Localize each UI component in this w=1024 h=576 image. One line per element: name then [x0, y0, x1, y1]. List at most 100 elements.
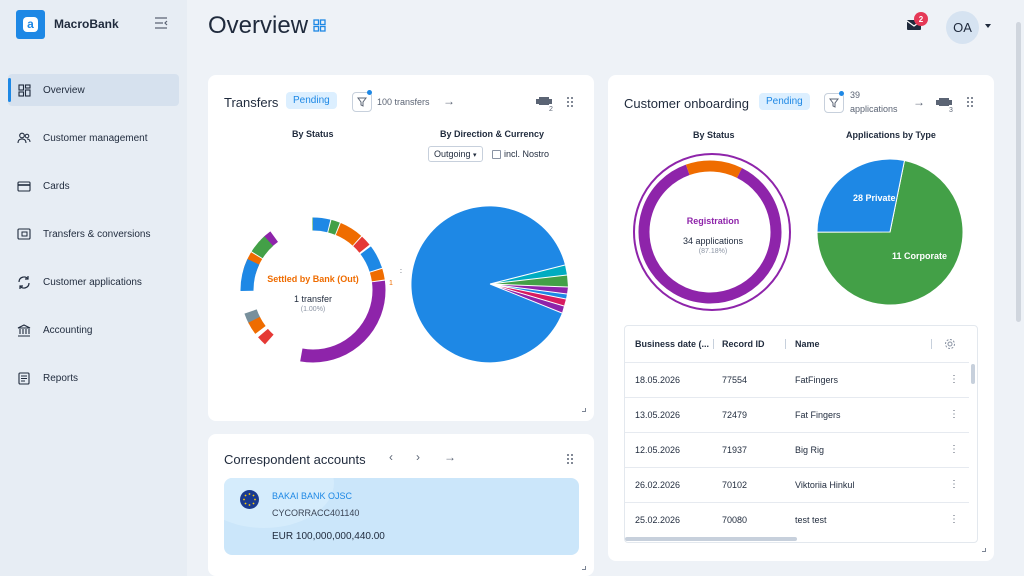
nostro-checkbox[interactable]	[492, 150, 501, 159]
column-header-business-date[interactable]: Business date (...	[635, 339, 710, 349]
cell-business-date: 18.05.2026	[635, 375, 681, 385]
page-title: Overview	[208, 12, 309, 39]
donut-side-label: 1	[389, 280, 393, 287]
donut-segment[interactable]	[630, 152, 790, 312]
by-direction-label: By Direction & Currency	[440, 129, 545, 139]
column-divider[interactable]	[785, 339, 786, 349]
sidebar-item-label: Overview	[43, 84, 85, 96]
customize-dashboard-icon[interactable]	[313, 19, 326, 32]
sidebar-item-reports[interactable]: Reports	[8, 362, 179, 394]
resize-handle[interactable]	[582, 408, 586, 412]
table-row[interactable]: 25.02.2026 70080 test test ⋮	[625, 502, 969, 537]
chevron-down-icon: ▾	[473, 152, 477, 159]
table-row[interactable]: 26.02.2026 70102 Viktoriia Hinkul ⋮	[625, 467, 969, 502]
table-row[interactable]: 13.05.2026 72479 Fat Fingers ⋮	[625, 397, 969, 432]
filter-icon	[829, 98, 839, 108]
donut-center-count: 34 applications	[682, 236, 744, 246]
bank-icon	[17, 323, 31, 337]
resize-handle[interactable]	[582, 566, 586, 570]
applications-table: Business date (... Record ID Name 18.05.…	[624, 325, 978, 543]
stack-count: 2	[549, 106, 553, 113]
card-icon	[17, 179, 31, 193]
sidebar-item-overview[interactable]: Overview	[8, 74, 179, 106]
logo-letter: a	[23, 17, 38, 32]
users-icon	[17, 131, 31, 145]
cell-name: Fat Fingers	[795, 410, 841, 420]
user-avatar[interactable]: OA	[946, 11, 979, 44]
sidebar-item-label: Cards	[43, 180, 70, 192]
donut-segment[interactable]	[240, 217, 386, 363]
sidebar-item-transfers[interactable]: Transfers & conversions	[8, 218, 179, 250]
pie-slice[interactable]	[411, 206, 565, 363]
onboarding-title: Customer onboarding	[624, 96, 750, 111]
column-divider[interactable]	[713, 339, 714, 349]
drag-handle-icon[interactable]	[567, 454, 573, 464]
column-divider	[931, 339, 932, 349]
chevron-left-icon[interactable]: ‹	[389, 450, 393, 464]
donut-center-pct: (87.18%)	[698, 248, 728, 255]
pie-slice-private[interactable]	[816, 159, 964, 306]
dashboard-icon	[17, 83, 31, 97]
direction-select[interactable]: Outgoing ▾	[428, 146, 483, 162]
cell-name: Viktoriia Hinkul	[795, 480, 855, 490]
row-menu-icon[interactable]: ⋮	[949, 444, 959, 455]
chevron-right-icon[interactable]: ›	[416, 450, 420, 464]
sidebar-item-label: Accounting	[43, 324, 93, 336]
account-number: CYCORRACC401140	[272, 508, 360, 518]
account-card[interactable]: BAKAI BANK OJSC CYCORRACC401140 EUR 100,…	[224, 478, 579, 555]
drag-handle-icon[interactable]	[967, 97, 973, 107]
donut-segment[interactable]	[240, 217, 386, 363]
page-scrollbar[interactable]	[1016, 22, 1021, 322]
filter-button[interactable]	[352, 92, 372, 112]
table-horizontal-scrollbar[interactable]	[625, 537, 797, 541]
settings-gear-icon[interactable]	[944, 338, 956, 350]
arrow-right-icon[interactable]: →	[444, 450, 456, 464]
transfers-card: Transfers Pending 100 transfers → 2 By S…	[208, 75, 594, 421]
pie-divider	[489, 264, 569, 314]
table-vertical-scrollbar[interactable]	[971, 364, 975, 384]
arrow-right-icon[interactable]: →	[913, 95, 925, 109]
stack-count: 3	[949, 107, 953, 114]
table-row[interactable]: 18.05.2026 77554 FatFingers ⋮	[625, 362, 969, 397]
row-menu-icon[interactable]: ⋮	[949, 479, 959, 490]
transfer-count: 100 transfers	[377, 97, 430, 107]
donut-center-title: Settled by Bank (Out)	[267, 274, 359, 284]
row-menu-icon[interactable]: ⋮	[949, 409, 959, 420]
column-header-record-id[interactable]: Record ID	[722, 339, 765, 349]
sidebar-item-cards[interactable]: Cards	[8, 170, 179, 202]
row-menu-icon[interactable]: ⋮	[949, 374, 959, 385]
arrow-right-icon[interactable]: →	[443, 94, 455, 108]
donut-segment[interactable]	[685, 159, 742, 183]
pie-slice-corporate[interactable]	[816, 158, 906, 233]
table-row[interactable]: 12.05.2026 71937 Big Rig ⋮	[625, 432, 969, 467]
pie-slice[interactable]	[490, 275, 568, 287]
cards-stack-icon[interactable]	[936, 97, 952, 109]
bank-name: BAKAI BANK OJSC	[272, 491, 353, 501]
transfers-direction-pie	[411, 206, 569, 363]
status-badge[interactable]: Pending	[759, 93, 810, 110]
row-menu-icon[interactable]: ⋮	[949, 514, 959, 525]
by-status-label: By Status	[693, 130, 735, 140]
sidebar-item-accounting[interactable]: Accounting	[8, 314, 179, 346]
resize-handle[interactable]	[982, 548, 986, 552]
eu-flag-icon	[240, 490, 259, 509]
pie-side-mark: :	[400, 268, 402, 275]
cell-business-date: 25.02.2026	[635, 515, 681, 525]
collapse-sidebar-icon[interactable]	[154, 17, 168, 29]
chevron-down-icon[interactable]	[985, 24, 991, 28]
column-header-name[interactable]: Name	[795, 339, 820, 349]
transfer-icon	[17, 227, 31, 241]
by-type-label: Applications by Type	[846, 130, 936, 140]
report-icon	[17, 371, 31, 385]
filter-dot	[839, 91, 844, 96]
drag-handle-icon[interactable]	[567, 97, 573, 107]
cards-stack-icon[interactable]	[536, 96, 552, 108]
status-badge[interactable]: Pending	[286, 92, 337, 109]
cell-record-id: 70102	[722, 480, 748, 490]
sidebar-item-customer-management[interactable]: Customer management	[8, 122, 179, 154]
direction-select-value: Outgoing	[434, 149, 471, 159]
brand-logo: a	[16, 10, 45, 39]
donut-segment[interactable]	[240, 217, 386, 363]
sidebar-item-customer-applications[interactable]: Customer applications	[8, 266, 179, 298]
filter-button[interactable]	[824, 93, 844, 113]
